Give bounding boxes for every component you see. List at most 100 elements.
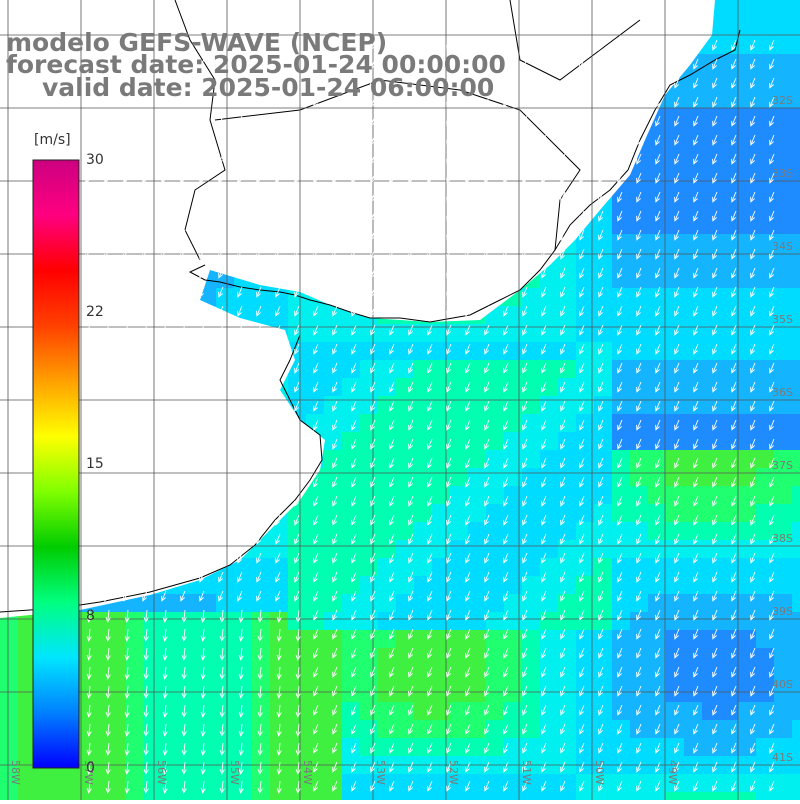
wind-cell: [702, 792, 721, 800]
wind-cell: [486, 414, 505, 433]
wind-cell: [342, 576, 361, 595]
wind-cell: [774, 342, 793, 361]
wind-cell: [720, 90, 739, 109]
wind-cell: [720, 0, 739, 19]
wind-cell: [756, 792, 775, 800]
wind-cell: [324, 504, 343, 523]
wind-cell: [594, 216, 613, 235]
wind-cell: [414, 738, 433, 757]
wind-cell: [792, 288, 800, 307]
wind-cell: [504, 792, 523, 800]
wind-cell: [630, 702, 649, 721]
wind-cell: [234, 720, 253, 739]
wind-cell: [198, 720, 217, 739]
wind-cell: [684, 666, 703, 685]
wind-cell: [702, 468, 721, 487]
wind-cell: [450, 504, 469, 523]
wind-cell: [594, 234, 613, 253]
wind-cell: [342, 630, 361, 649]
wind-cell: [360, 414, 379, 433]
wind-cell: [684, 576, 703, 595]
wind-cell: [684, 504, 703, 523]
wind-cell: [630, 486, 649, 505]
wind-cell: [306, 792, 325, 800]
wind-cell: [522, 540, 541, 559]
wind-cell: [594, 252, 613, 271]
wind-cell: [720, 630, 739, 649]
wind-cell: [468, 684, 487, 703]
wind-cell: [702, 558, 721, 577]
wind-cell: [360, 792, 379, 800]
wind-cell: [324, 738, 343, 757]
wind-cell: [720, 414, 739, 433]
wind-cell: [360, 522, 379, 541]
wind-cell: [594, 666, 613, 685]
wind-cell: [594, 414, 613, 433]
wind-cell: [0, 720, 19, 739]
wind-cell: [594, 792, 613, 800]
wind-cell: [378, 522, 397, 541]
wind-cell: [792, 234, 800, 253]
wind-cell: [504, 486, 523, 505]
latitude-label: 34S: [772, 240, 793, 253]
wind-cell: [720, 504, 739, 523]
wind-cell: [324, 450, 343, 469]
wind-cell: [180, 684, 199, 703]
wind-cell: [612, 486, 631, 505]
wind-cell: [702, 612, 721, 631]
wind-cell: [720, 396, 739, 415]
wind-cell: [774, 792, 793, 800]
wind-cell: [468, 342, 487, 361]
wind-cell: [630, 792, 649, 800]
wind-cell: [702, 774, 721, 793]
wind-cell: [684, 738, 703, 757]
wind-cell: [738, 0, 757, 19]
wind-cell: [468, 396, 487, 415]
wind-cell: [468, 612, 487, 631]
wind-cell: [180, 612, 199, 631]
latitude-label: 37S: [772, 459, 793, 472]
wind-cell: [180, 720, 199, 739]
wind-cell: [756, 126, 775, 145]
wind-cell: [612, 792, 631, 800]
wind-cell: [792, 0, 800, 19]
wind-cell: [684, 216, 703, 235]
wind-cell: [360, 396, 379, 415]
wind-cell: [216, 648, 235, 667]
wind-cell: [756, 576, 775, 595]
wind-cell: [684, 270, 703, 289]
wind-cell: [792, 558, 800, 577]
wind-cell: [432, 594, 451, 613]
wind-cell: [648, 504, 667, 523]
wind-cell: [720, 738, 739, 757]
wind-cell: [792, 702, 800, 721]
wind-cell: [558, 612, 577, 631]
wind-cell: [522, 576, 541, 595]
wind-cell: [594, 360, 613, 379]
wind-cell: [162, 594, 181, 613]
wind-cell: [648, 180, 667, 199]
wind-cell: [486, 558, 505, 577]
wind-cell: [36, 774, 55, 793]
wind-cell: [378, 360, 397, 379]
wind-cell: [594, 648, 613, 667]
wind-cell: [378, 414, 397, 433]
wind-cell: [360, 450, 379, 469]
wind-cell: [108, 648, 127, 667]
wind-cell: [594, 486, 613, 505]
wind-cell: [720, 540, 739, 559]
wind-cell: [18, 792, 37, 800]
wind-cell: [666, 396, 685, 415]
wind-cell: [522, 648, 541, 667]
wind-cell: [468, 594, 487, 613]
wind-cell: [720, 774, 739, 793]
wind-cell: [324, 378, 343, 397]
wind-cell: [774, 702, 793, 721]
wind-cell: [702, 414, 721, 433]
wind-cell: [0, 630, 19, 649]
wind-cell: [792, 504, 800, 523]
wind-cell: [666, 234, 685, 253]
wind-cell: [396, 396, 415, 415]
wind-cell: [684, 774, 703, 793]
